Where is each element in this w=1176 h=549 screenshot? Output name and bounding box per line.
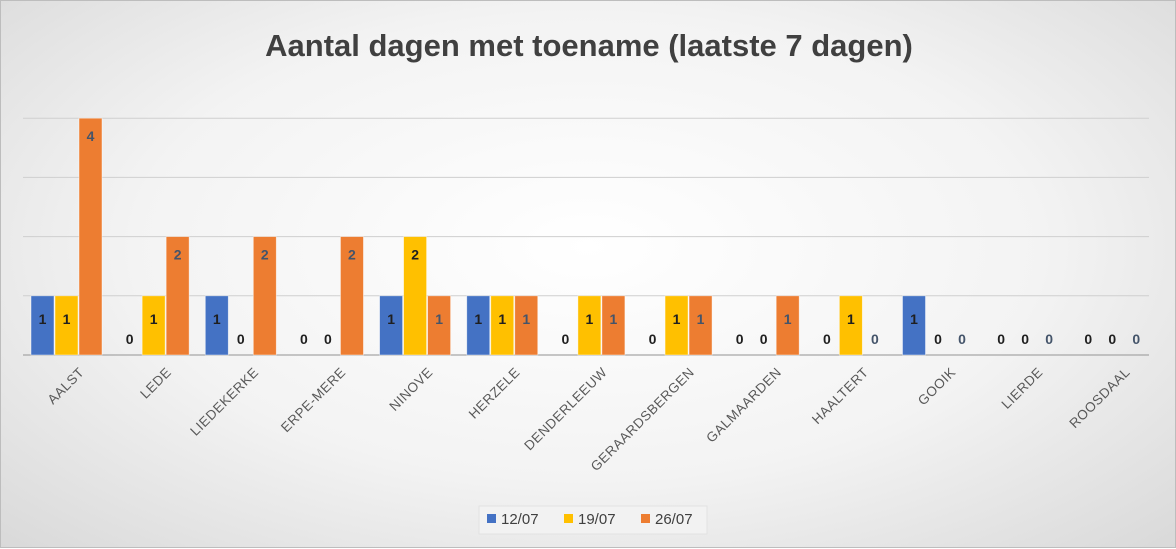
- category-label: GALMAARDEN: [703, 365, 784, 446]
- bar-26/07-ninove[interactable]: [427, 295, 452, 356]
- data-label: 0: [871, 331, 879, 347]
- legend-entry: 12/07: [501, 511, 539, 528]
- bar-19/07-aalst[interactable]: [54, 295, 79, 356]
- data-label: 0: [958, 331, 966, 347]
- data-label: 0: [1021, 331, 1029, 347]
- data-label: 1: [610, 311, 618, 327]
- legend-entry: 26/07: [655, 511, 693, 528]
- data-label: 0: [736, 331, 744, 347]
- data-label: 1: [498, 311, 506, 327]
- data-label: 0: [300, 331, 308, 347]
- data-label: 1: [474, 311, 482, 327]
- legend-swatch: [564, 514, 573, 523]
- bar-12/07-aalst[interactable]: [30, 295, 55, 356]
- bar-19/07-lede[interactable]: [141, 295, 166, 356]
- bar-26/07-aalst[interactable]: [78, 117, 103, 356]
- bar-19/07-herzele[interactable]: [490, 295, 515, 356]
- data-label: 0: [1045, 331, 1053, 347]
- legend-box: [478, 505, 708, 535]
- data-label: 1: [63, 311, 71, 327]
- data-label: 1: [150, 311, 158, 327]
- data-label: 1: [39, 311, 47, 327]
- data-label: 1: [387, 311, 395, 327]
- category-label: LIERDE: [999, 365, 1046, 412]
- data-label: 0: [237, 331, 245, 347]
- category-label: LIEDEKERKE: [187, 365, 261, 439]
- data-label: 0: [1084, 331, 1092, 347]
- bar-19/07-haaltert[interactable]: [838, 295, 863, 356]
- bar-12/07-herzele[interactable]: [466, 295, 491, 356]
- category-label: ERPE-MERE: [278, 365, 349, 436]
- category-axis-labels: AALST LEDE LIEDEKERKE ERPE-MERE NINOVE HERZEL…: [44, 365, 1132, 474]
- legend-swatch: [641, 514, 650, 523]
- legend: 12/07 19/07 26/07: [478, 505, 708, 535]
- data-label: 1: [784, 311, 792, 327]
- category-label: NINOVE: [386, 365, 435, 414]
- data-label: 2: [174, 247, 182, 263]
- bar-26/07-denderleeuw[interactable]: [601, 295, 626, 356]
- data-label: 0: [1108, 331, 1116, 347]
- data-label: 1: [910, 311, 918, 327]
- bar-19/07-geraardsbergen[interactable]: [664, 295, 689, 356]
- data-label: 0: [649, 331, 657, 347]
- bar-26/07-lede[interactable]: [165, 236, 190, 356]
- data-label: 0: [760, 331, 768, 347]
- legend-swatch: [487, 514, 496, 523]
- data-label: 2: [261, 247, 269, 263]
- data-label: 1: [673, 311, 681, 327]
- bar-26/07-liedekerke[interactable]: [252, 236, 277, 356]
- category-label: AALST: [44, 365, 87, 408]
- data-label: 2: [348, 247, 356, 263]
- bar-12/07-ninove[interactable]: [379, 295, 404, 356]
- bar-26/07-geraardsbergen[interactable]: [688, 295, 713, 356]
- data-label: 1: [522, 311, 530, 327]
- bar-19/07-ninove[interactable]: [403, 236, 428, 356]
- data-label: 0: [1132, 331, 1140, 347]
- data-label: 2: [411, 247, 419, 263]
- data-label: 0: [934, 331, 942, 347]
- data-label: 0: [324, 331, 332, 347]
- data-label: 4: [87, 128, 95, 144]
- bar-12/07-gooik[interactable]: [902, 295, 926, 356]
- data-label: 1: [586, 311, 594, 327]
- data-label: 0: [562, 331, 570, 347]
- data-label: 0: [126, 331, 134, 347]
- category-label: DENDERLEEUW: [521, 365, 610, 454]
- data-label: 0: [823, 331, 831, 347]
- category-label: ROOSDAAL: [1066, 365, 1132, 431]
- bar-12/07-liedekerke[interactable]: [204, 295, 229, 356]
- data-label: 1: [847, 311, 855, 327]
- data-label: 1: [697, 311, 705, 327]
- category-label: LEDE: [137, 365, 174, 402]
- category-label: HAALTERT: [809, 365, 871, 427]
- bar-19/07-denderleeuw[interactable]: [577, 295, 602, 356]
- bars: [30, 117, 926, 356]
- bar-26/07-galmaarden[interactable]: [775, 295, 800, 356]
- data-label: 1: [435, 311, 443, 327]
- legend-entry: 19/07: [578, 511, 616, 528]
- category-label: HERZELE: [466, 365, 523, 422]
- bar-26/07-herzele[interactable]: [514, 295, 539, 356]
- category-label: GOOIK: [915, 365, 959, 409]
- chart-title: Aantal dagen met toename (laatste 7 dage…: [265, 28, 913, 63]
- data-label: 1: [213, 311, 221, 327]
- bar-26/07-erpe-mere[interactable]: [340, 236, 364, 356]
- data-label: 0: [997, 331, 1005, 347]
